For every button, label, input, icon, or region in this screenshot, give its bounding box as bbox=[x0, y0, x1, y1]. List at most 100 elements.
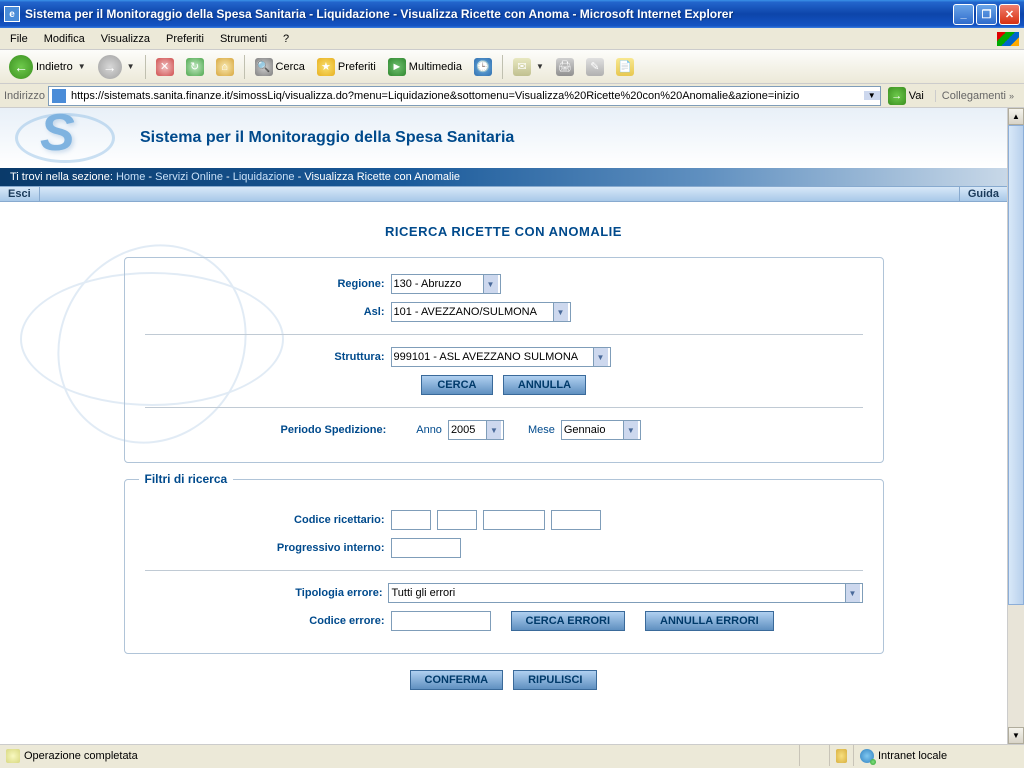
zone-icon bbox=[860, 749, 874, 763]
print-button[interactable]: 🖨 bbox=[551, 55, 579, 79]
folder-icon: 📄 bbox=[616, 58, 634, 76]
anno-label: Anno bbox=[410, 424, 448, 436]
page-viewport: Sistema per il Monitoraggio della Spesa … bbox=[0, 108, 1024, 744]
stop-button[interactable]: ✕ bbox=[151, 55, 179, 79]
ie-logo-icon bbox=[994, 29, 1022, 49]
cerca-button[interactable]: CERCA bbox=[421, 375, 493, 395]
favorites-button[interactable]: ★ Preferiti bbox=[312, 55, 381, 79]
minimize-button[interactable]: _ bbox=[953, 4, 974, 25]
cerca-errori-button[interactable]: CERCA ERRORI bbox=[511, 611, 626, 631]
home-button[interactable]: ⌂ bbox=[211, 55, 239, 79]
back-button[interactable]: ← Indietro ▼ bbox=[4, 52, 91, 82]
media-icon: ► bbox=[388, 58, 406, 76]
periodo-label: Periodo Spedizione: bbox=[275, 424, 393, 436]
regione-select[interactable]: 130 - Abruzzo ▼ bbox=[391, 274, 501, 294]
go-button[interactable]: → Vai bbox=[884, 87, 928, 105]
search-label: Cerca bbox=[276, 61, 305, 73]
search-title: RICERCA RICETTE CON ANOMALIE bbox=[12, 224, 995, 239]
menu-tools[interactable]: Strumenti bbox=[212, 31, 275, 47]
folder-button[interactable]: 📄 bbox=[611, 55, 639, 79]
links-label[interactable]: Collegamenti» bbox=[935, 90, 1020, 102]
scroll-thumb[interactable] bbox=[1008, 125, 1024, 605]
codice-errore-input[interactable] bbox=[391, 611, 491, 631]
breadcrumb-servizi[interactable]: Servizi Online bbox=[155, 171, 223, 183]
vertical-scrollbar[interactable]: ▲ ▼ bbox=[1007, 108, 1024, 744]
menu-view[interactable]: Visualizza bbox=[93, 31, 158, 47]
codice-ricettario-input-3[interactable] bbox=[483, 510, 545, 530]
close-button[interactable]: ✕ bbox=[999, 4, 1020, 25]
chevron-down-icon: ▼ bbox=[593, 348, 608, 366]
tipologia-value: Tutti gli errori bbox=[391, 587, 455, 599]
chevron-down-icon: ▼ bbox=[623, 421, 638, 439]
progressivo-input[interactable] bbox=[391, 538, 461, 558]
conferma-button[interactable]: CONFERMA bbox=[410, 670, 504, 690]
favorites-label: Preferiti bbox=[338, 61, 376, 73]
guida-link[interactable]: Guida bbox=[959, 187, 1007, 201]
forward-button[interactable]: → ▼ bbox=[93, 52, 140, 82]
done-icon bbox=[6, 749, 20, 763]
breadcrumb: Ti trovi nella sezione: Home - Servizi O… bbox=[0, 168, 1007, 186]
search-icon: 🔍 bbox=[255, 58, 273, 76]
asl-select[interactable]: 101 - AVEZZANO/SULMONA ▼ bbox=[391, 302, 571, 322]
codice-ricettario-input-4[interactable] bbox=[551, 510, 601, 530]
menu-help[interactable]: ? bbox=[275, 31, 297, 47]
breadcrumb-home[interactable]: Home bbox=[116, 171, 145, 183]
window-title: Sistema per il Monitoraggio della Spesa … bbox=[25, 7, 953, 21]
address-input[interactable]: https://sistemats.sanita.finanze.it/simo… bbox=[48, 86, 881, 106]
annulla-errori-button[interactable]: ANNULLA ERRORI bbox=[645, 611, 774, 631]
struttura-select[interactable]: 999101 - ASL AVEZZANO SULMONA ▼ bbox=[391, 347, 611, 367]
top-nav: Esci Guida bbox=[0, 186, 1007, 202]
ripulisci-button[interactable]: RIPULISCI bbox=[513, 670, 597, 690]
forward-icon: → bbox=[98, 55, 122, 79]
menu-edit[interactable]: Modifica bbox=[36, 31, 93, 47]
struttura-label: Struttura: bbox=[145, 351, 391, 363]
mail-button[interactable]: ✉▼ bbox=[508, 55, 549, 79]
print-icon: 🖨 bbox=[556, 58, 574, 76]
breadcrumb-current: Visualizza Ricette con Anomalie bbox=[304, 171, 460, 183]
maximize-button[interactable]: ❐ bbox=[976, 4, 997, 25]
window-titlebar: e Sistema per il Monitoraggio della Spes… bbox=[0, 0, 1024, 28]
search-button[interactable]: 🔍 Cerca bbox=[250, 55, 310, 79]
address-bar: Indirizzo https://sistemats.sanita.finan… bbox=[0, 84, 1024, 108]
anno-select[interactable]: 2005 ▼ bbox=[448, 420, 504, 440]
menu-file[interactable]: File bbox=[2, 31, 36, 47]
breadcrumb-prefix: Ti trovi nella sezione: bbox=[10, 171, 116, 183]
menu-favorites[interactable]: Preferiti bbox=[158, 31, 212, 47]
scroll-up-button[interactable]: ▲ bbox=[1008, 108, 1024, 125]
site-title: Sistema per il Monitoraggio della Spesa … bbox=[140, 129, 514, 147]
edit-button[interactable]: ✎ bbox=[581, 55, 609, 79]
status-bar: Operazione completata Intranet locale bbox=[0, 744, 1024, 766]
status-text: Operazione completata bbox=[24, 750, 138, 762]
refresh-button[interactable]: ↻ bbox=[181, 55, 209, 79]
tipologia-select[interactable]: Tutti gli errori ▼ bbox=[388, 583, 862, 603]
codice-ricettario-input-2[interactable] bbox=[437, 510, 477, 530]
chevron-down-icon: ▼ bbox=[483, 275, 498, 293]
scroll-down-button[interactable]: ▼ bbox=[1008, 727, 1024, 744]
go-label: Vai bbox=[909, 90, 924, 102]
asl-value: 101 - AVEZZANO/SULMONA bbox=[394, 306, 537, 318]
tipologia-label: Tipologia errore: bbox=[145, 587, 389, 599]
stop-icon: ✕ bbox=[156, 58, 174, 76]
mese-select[interactable]: Gennaio ▼ bbox=[561, 420, 641, 440]
codice-errore-label: Codice errore: bbox=[145, 615, 391, 627]
breadcrumb-liquidazione[interactable]: Liquidazione bbox=[233, 171, 295, 183]
page-header: Sistema per il Monitoraggio della Spesa … bbox=[0, 108, 1007, 168]
multimedia-button[interactable]: ► Multimedia bbox=[383, 55, 467, 79]
chevron-down-icon: ▼ bbox=[845, 584, 860, 602]
ie-icon: e bbox=[4, 6, 20, 22]
menubar: File Modifica Visualizza Preferiti Strum… bbox=[0, 28, 1024, 50]
esci-link[interactable]: Esci bbox=[0, 187, 40, 201]
address-dropdown[interactable]: ▼ bbox=[864, 91, 880, 100]
home-icon: ⌂ bbox=[216, 58, 234, 76]
refresh-icon: ↻ bbox=[186, 58, 204, 76]
chevron-down-icon: ▼ bbox=[553, 303, 568, 321]
logo-icon bbox=[10, 108, 120, 168]
zone-text: Intranet locale bbox=[878, 750, 947, 762]
star-icon: ★ bbox=[317, 58, 335, 76]
codice-ricettario-input-1[interactable] bbox=[391, 510, 431, 530]
lock-icon bbox=[836, 749, 847, 763]
address-label: Indirizzo bbox=[4, 90, 45, 102]
annulla-button[interactable]: ANNULLA bbox=[503, 375, 586, 395]
filters-fieldset: Filtri di ricerca Codice ricettario: Pro… bbox=[124, 479, 884, 654]
history-button[interactable]: 🕒 bbox=[469, 55, 497, 79]
